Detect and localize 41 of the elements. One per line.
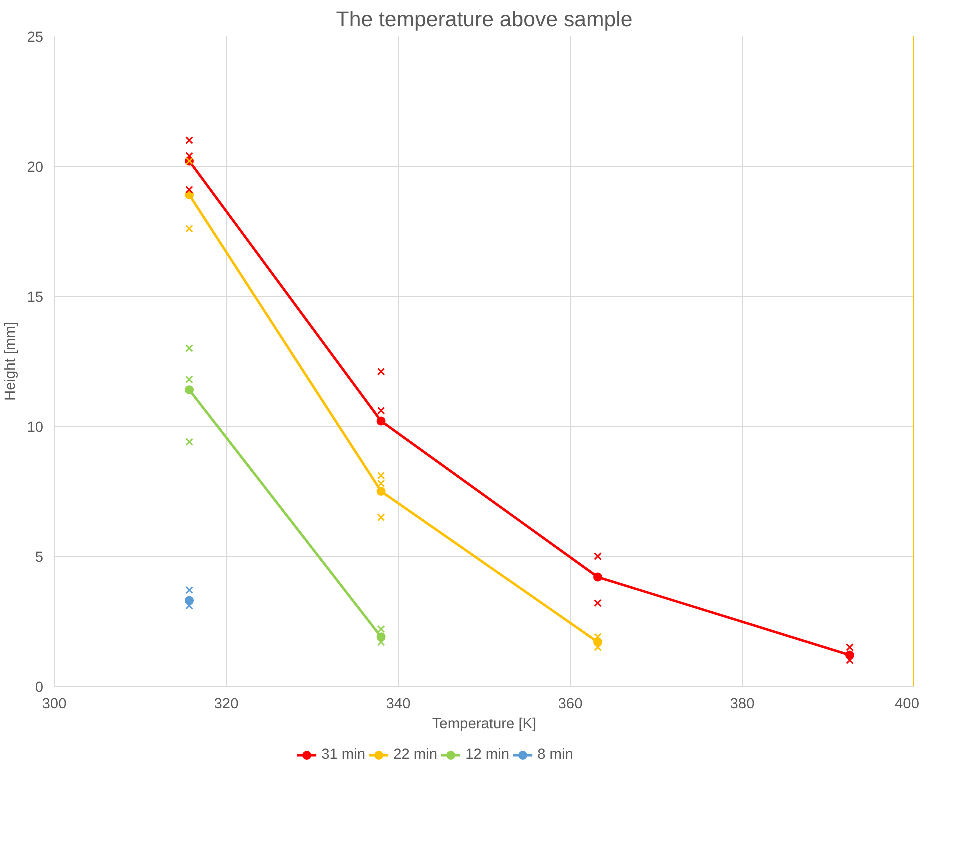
point: [594, 552, 602, 560]
point: [377, 625, 386, 634]
point: [186, 224, 194, 233]
y-tick-label: 25: [27, 30, 44, 46]
point: [186, 186, 194, 194]
y-tick-label: 20: [27, 160, 44, 176]
point: [377, 472, 386, 480]
x-tick-label: 320: [214, 696, 239, 712]
x-tick-label: 340: [386, 696, 411, 712]
legend-label: 8 min: [538, 747, 574, 763]
point: [377, 480, 386, 488]
chart-title: The temperature above sample: [336, 8, 633, 32]
legend-label: 22 min: [394, 747, 438, 763]
legend-label: 12 min: [466, 747, 510, 763]
y-tick-label: 10: [27, 420, 44, 436]
point: [376, 416, 386, 426]
y-axis-title: Height [mm]: [3, 322, 20, 401]
point: [376, 487, 386, 496]
point: [186, 136, 194, 144]
point: [594, 644, 602, 652]
point: [185, 386, 194, 395]
point: [377, 406, 386, 415]
point: [186, 438, 194, 446]
x-tick-label: 400: [895, 696, 920, 712]
point: [186, 586, 194, 594]
point: [186, 344, 194, 352]
x-axis-title: Temperature [K]: [432, 716, 537, 732]
point: [846, 644, 854, 652]
x-tick-label: 380: [730, 696, 755, 712]
x-tick-label: 360: [558, 696, 583, 712]
legend-label: 31 min: [322, 747, 366, 763]
y-tick-label: 15: [27, 290, 44, 306]
point: [594, 599, 602, 608]
point: [846, 656, 854, 664]
y-tick-label: 0: [35, 680, 44, 696]
point: [377, 514, 386, 522]
point: [377, 368, 386, 376]
point: [594, 572, 603, 582]
point: [186, 376, 194, 384]
y-tick-label: 5: [35, 550, 44, 566]
x-tick-label: 300: [42, 696, 67, 712]
